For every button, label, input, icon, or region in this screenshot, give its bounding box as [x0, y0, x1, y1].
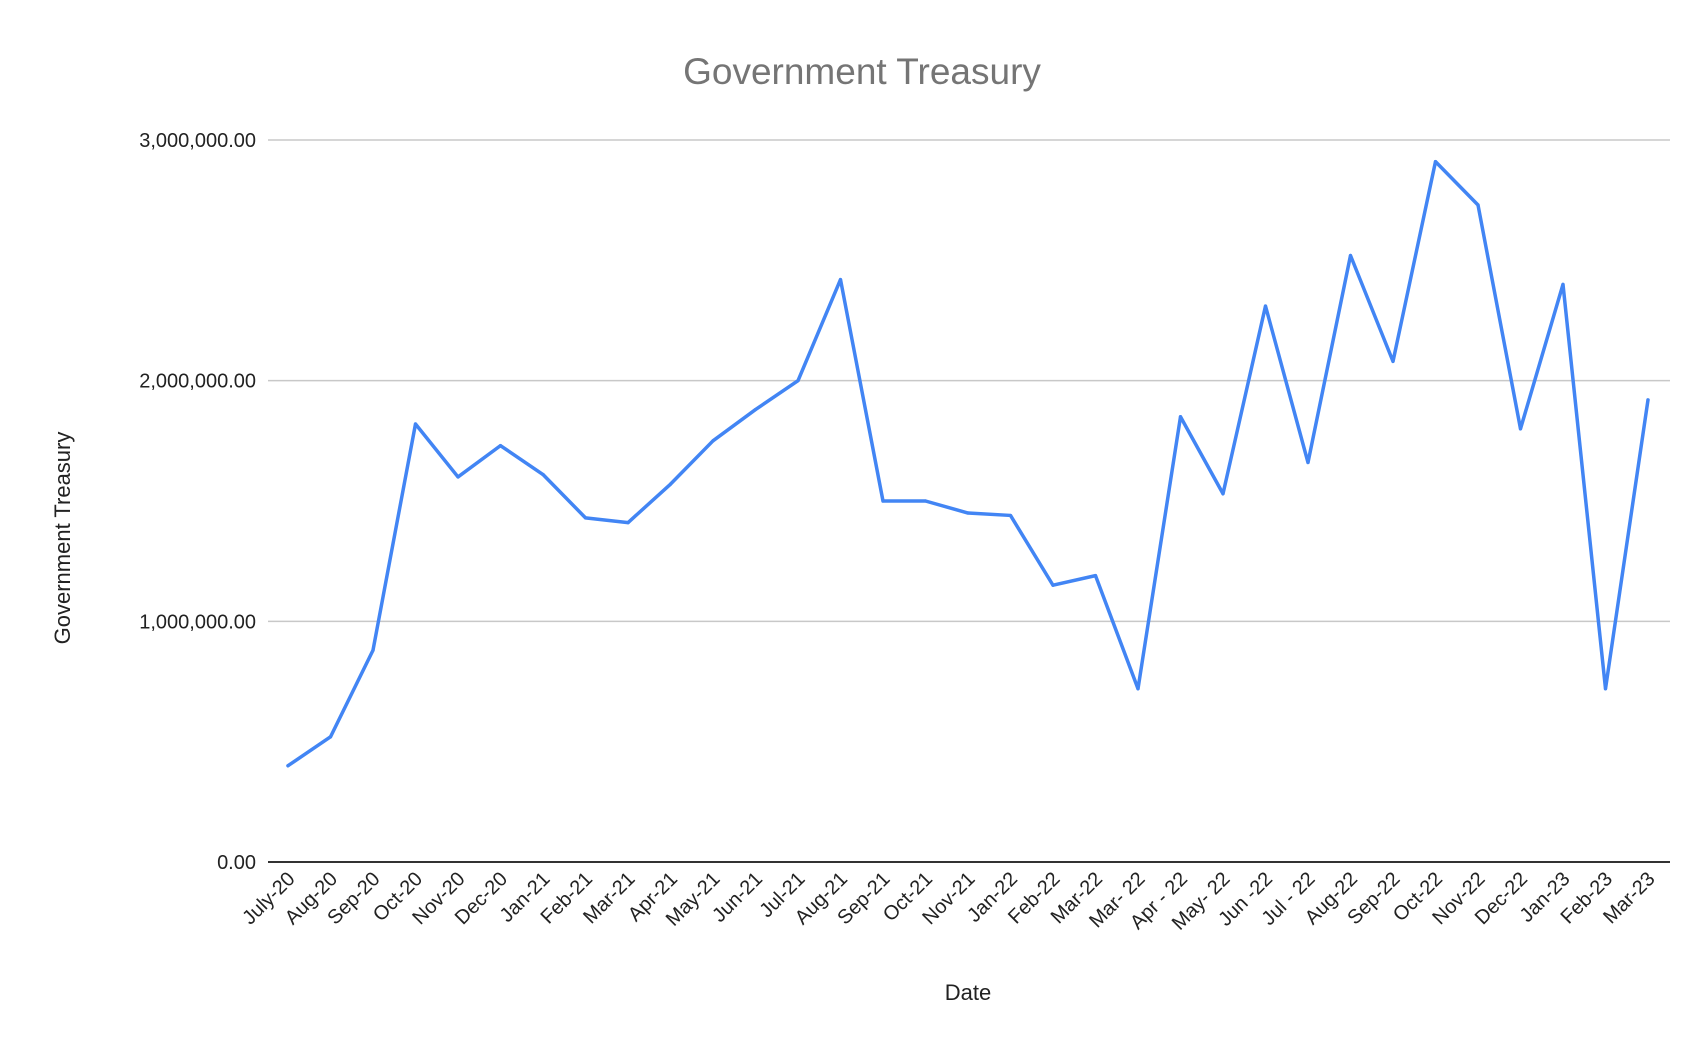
data-point[interactable]: [371, 648, 375, 652]
data-point[interactable]: [498, 444, 503, 448]
data-point[interactable]: [1051, 583, 1055, 587]
data-point[interactable]: [753, 407, 758, 412]
data-point[interactable]: [1306, 460, 1310, 465]
data-point[interactable]: [328, 735, 333, 739]
data-point[interactable]: [1603, 687, 1608, 691]
x-axis-title: Date: [945, 980, 991, 1005]
data-point[interactable]: [1476, 203, 1480, 207]
data-point[interactable]: [1136, 687, 1140, 691]
data-point[interactable]: [881, 499, 885, 503]
data-point[interactable]: [456, 475, 460, 479]
data-point[interactable]: [413, 422, 418, 426]
data-point[interactable]: [626, 521, 630, 525]
chart-title: Government Treasury: [683, 51, 1041, 92]
data-point[interactable]: [1178, 415, 1183, 419]
data-point[interactable]: [966, 511, 970, 515]
y-tick-label: 2,000,000.00: [139, 371, 256, 393]
data-point[interactable]: [1008, 513, 1013, 518]
data-point[interactable]: [1093, 574, 1098, 578]
gridlines: [268, 139, 1670, 623]
y-axis-ticks: 0.00 1,000,000.00 2,000,000.00 3,000,000.00: [139, 130, 256, 874]
y-tick-label: 0.00: [217, 852, 256, 874]
data-point[interactable]: [286, 764, 290, 768]
data-point[interactable]: [1646, 398, 1650, 402]
data-point[interactable]: [923, 499, 928, 503]
data-point[interactable]: [1391, 359, 1395, 364]
data-point[interactable]: [1518, 427, 1523, 431]
data-point[interactable]: [711, 439, 715, 443]
series-group: [286, 159, 1650, 768]
data-point[interactable]: [1263, 304, 1268, 308]
y-tick-label: 3,000,000.00: [139, 130, 256, 152]
data-point[interactable]: [838, 277, 843, 282]
x-axis-ticks: July-20Aug-20Sep-20Oct-20Nov-20Dec-20Jan…: [238, 868, 1659, 935]
data-point[interactable]: [583, 516, 588, 520]
data-point[interactable]: [796, 379, 800, 383]
y-tick-label: 1,000,000.00: [139, 611, 256, 633]
y-axis-title: Government Treasury: [50, 432, 75, 645]
data-point[interactable]: [668, 482, 673, 486]
data-point[interactable]: [1433, 160, 1438, 164]
data-point[interactable]: [1221, 492, 1225, 496]
data-point[interactable]: [541, 472, 545, 477]
data-point[interactable]: [1348, 253, 1353, 258]
data-point[interactable]: [1561, 282, 1565, 286]
series-line: [286, 159, 1650, 768]
